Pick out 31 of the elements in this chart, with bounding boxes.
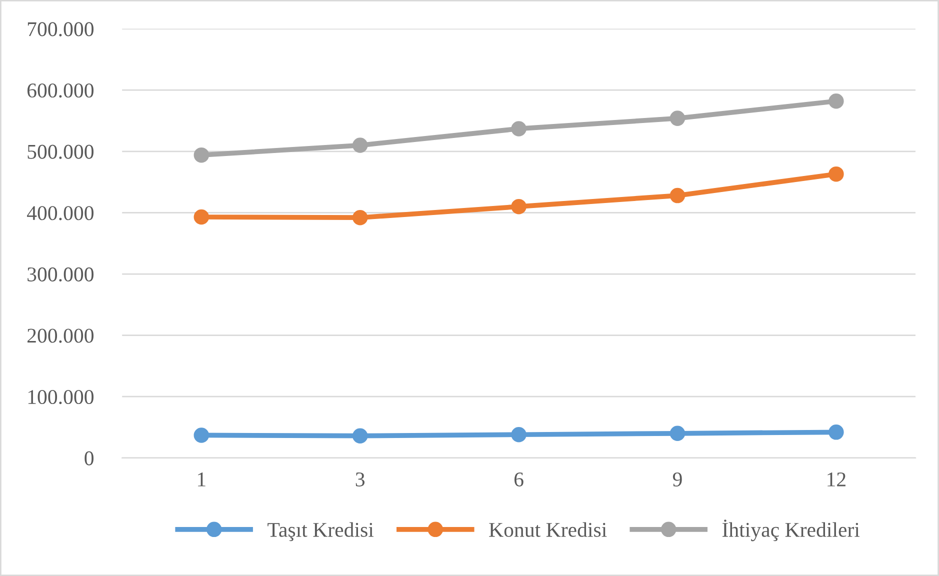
y-tick-label: 600.000 [27,83,94,98]
point [670,426,686,442]
x-tick-label: 9 [672,472,682,486]
point [194,428,210,443]
legend-label: Konut Kredisi [489,522,607,537]
point [352,428,368,444]
legend-label: İhtiyaç Kredileri [722,520,860,542]
y-tick-label: 300.000 [28,267,94,282]
point [828,94,844,109]
y-tick-label: 100.000 [28,390,94,404]
point [511,121,526,136]
x-tick-label: 6 [514,472,524,486]
point [194,147,210,163]
y-tick-label: 0 [84,451,94,466]
point [670,188,686,204]
legend-label: Taşıt Kredisi [268,522,374,542]
y-tick-label: 200.000 [28,328,94,343]
y-tick-label: 400.000 [26,206,94,220]
point [670,110,686,126]
x-tick-label: 1 [198,472,206,486]
x-tick-label: 3 [356,472,364,486]
point [828,424,844,440]
y-tick-label: 700.000 [28,22,94,36]
point [511,426,526,442]
point [352,138,368,153]
point [194,209,210,225]
point [511,198,526,214]
point [352,210,368,226]
x-tick-label: 12 [828,472,846,486]
point [828,166,844,182]
y-tick-label: 500.000 [28,144,94,159]
